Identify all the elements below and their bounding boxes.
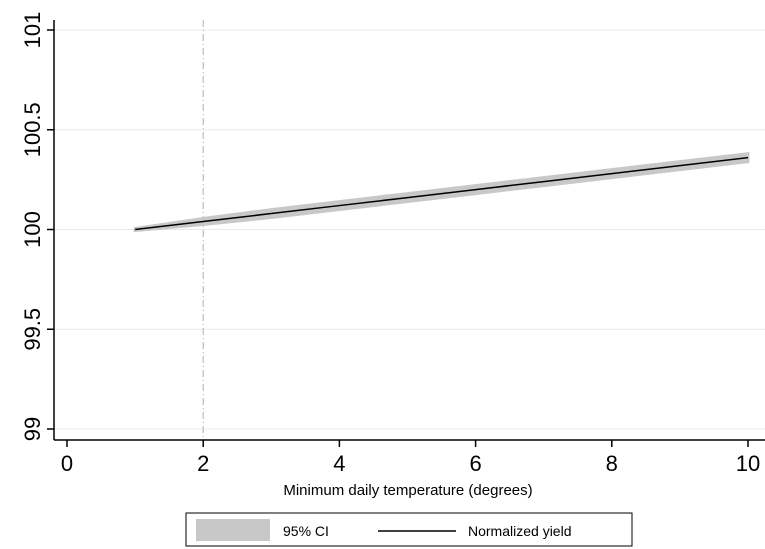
x-tick-label-0: 0 [61,451,73,476]
legend-ci-swatch [196,519,270,541]
y-tick-label-4: 101 [20,12,45,49]
y-tick-label-3: 100.5 [20,102,45,157]
y-tick-label-2: 100 [20,211,45,248]
legend: 95% CI Normalized yield [185,512,633,547]
x-tick-label-3: 6 [469,451,481,476]
x-tick-label-1: 2 [197,451,209,476]
y-tick-label-0: 99 [20,417,45,441]
x-tick-label-2: 4 [333,451,345,476]
normalized-yield-line [135,156,749,231]
x-tick-label-4: 8 [606,451,618,476]
y-tick-label-1: 99.5 [20,308,45,351]
x-axis-title: Minimum daily temperature (degrees) [283,482,532,499]
legend-ci-label: 95% CI [283,523,329,539]
grid-layer [54,29,765,430]
legend-line-label: Normalized yield [468,523,571,539]
ticks: 0 2 4 6 8 10 99 99.5 100 100.5 101 [20,12,760,476]
x-tick-label-5: 10 [736,451,760,476]
